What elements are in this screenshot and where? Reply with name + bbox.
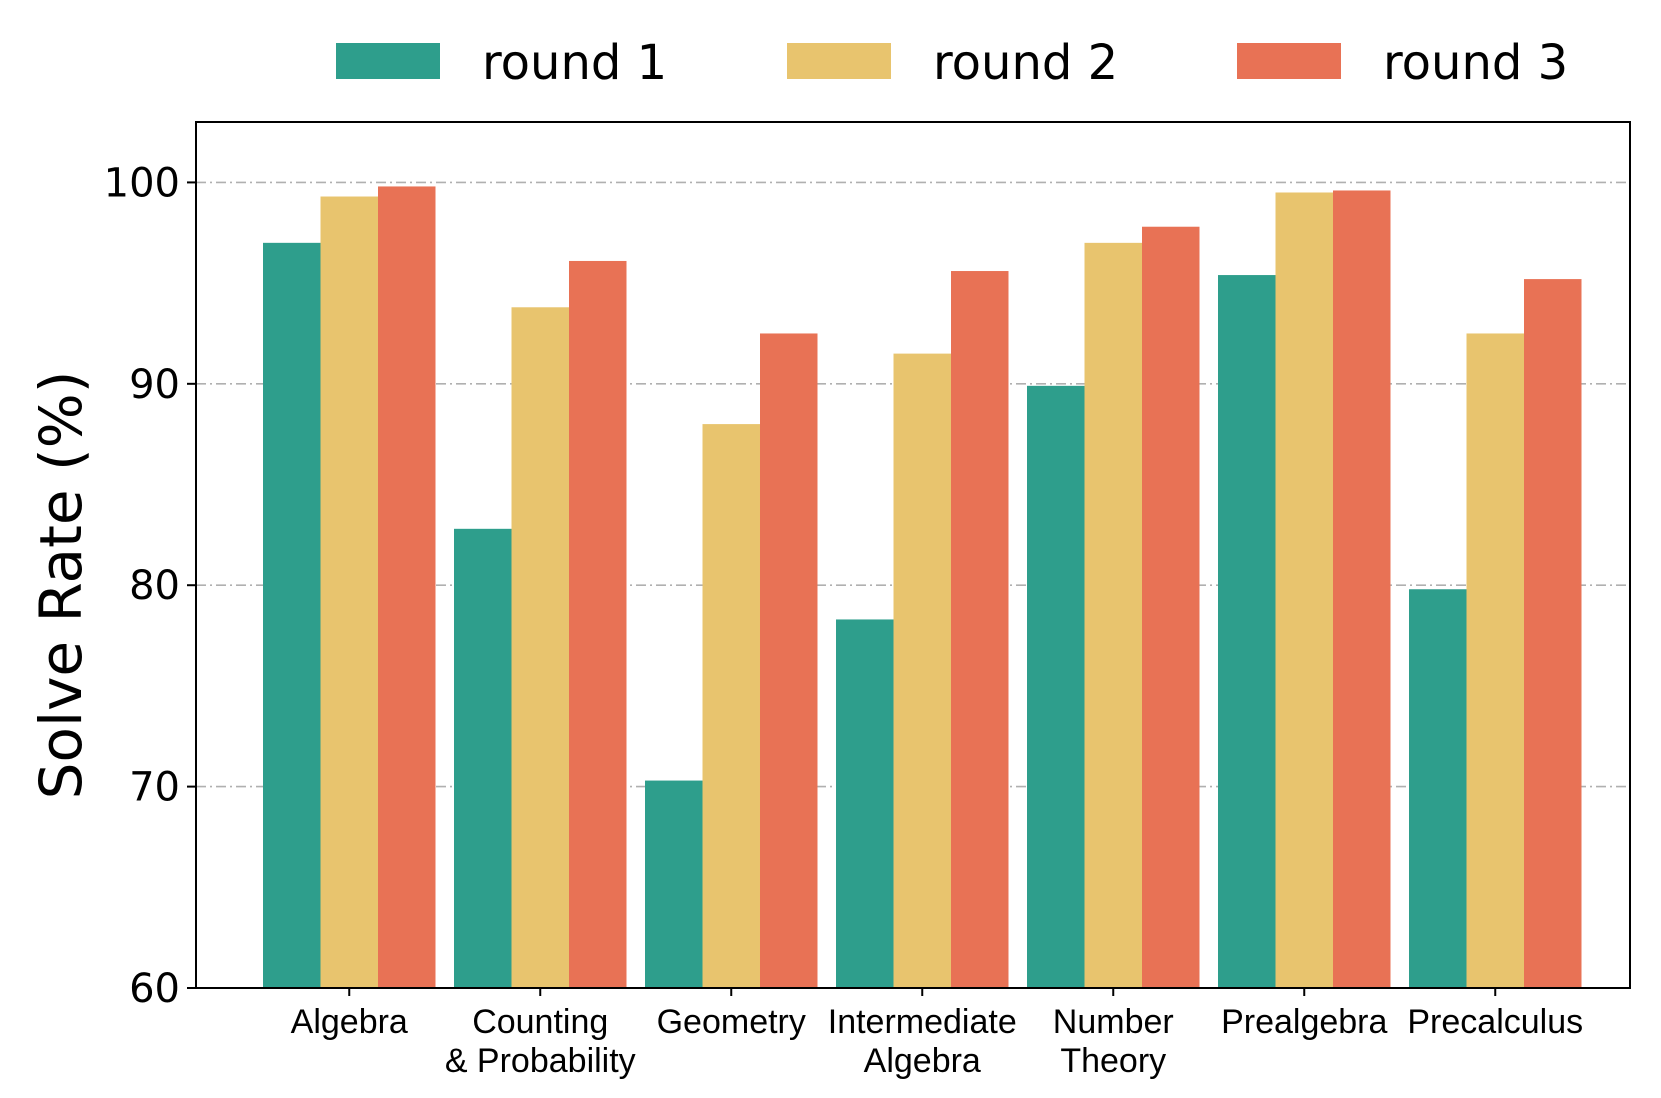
bar-round-1-6 bbox=[1409, 589, 1467, 988]
bar-round-2-0 bbox=[320, 196, 378, 988]
x-tick-label: Number bbox=[1053, 1003, 1174, 1041]
bar-round-2-4 bbox=[1084, 242, 1142, 988]
y-tick-label: 90 bbox=[129, 362, 180, 408]
bar-round-2-6 bbox=[1466, 333, 1524, 989]
y-axis-label: Solve Rate (%) bbox=[27, 371, 95, 800]
bar-round-3-5 bbox=[1333, 190, 1391, 988]
bar-round-1-3 bbox=[836, 619, 894, 988]
x-tick-label: & Probability bbox=[445, 1042, 636, 1080]
x-tick-label: Geometry bbox=[657, 1003, 806, 1041]
x-tick-label: Algebra bbox=[864, 1042, 981, 1080]
x-tick-label: Intermediate bbox=[828, 1003, 1017, 1041]
y-tick-label: 80 bbox=[129, 563, 180, 609]
x-tick-label: Algebra bbox=[291, 1003, 408, 1041]
y-axis-ticks: 60 70 80 90 100 bbox=[104, 160, 196, 1012]
x-tick-label: Theory bbox=[1060, 1042, 1166, 1080]
x-axis-ticks: Algebra Counting& Probability Geometry Inte… bbox=[291, 988, 1583, 1080]
legend-label: round 2 bbox=[933, 35, 1118, 91]
bar-round-1-4 bbox=[1027, 385, 1085, 989]
bar-round-2-3 bbox=[893, 353, 951, 989]
bar-round-1-2 bbox=[645, 780, 703, 988]
y-tick-label: 100 bbox=[104, 160, 180, 206]
legend: round 1 round 2 round 3 bbox=[336, 35, 1568, 91]
bar-round-2-5 bbox=[1275, 192, 1333, 988]
grid-lines bbox=[196, 181, 1630, 788]
bar-round-1-5 bbox=[1218, 275, 1276, 989]
legend-label: round 3 bbox=[1383, 35, 1568, 91]
bar-round-3-4 bbox=[1142, 226, 1200, 988]
bar-round-2-1 bbox=[511, 307, 569, 989]
bar-round-3-2 bbox=[760, 333, 818, 989]
legend-swatch bbox=[787, 43, 891, 79]
legend-item-round-2: round 2 bbox=[787, 35, 1118, 91]
bar-round-1-1 bbox=[454, 528, 512, 988]
legend-label: round 1 bbox=[482, 35, 667, 91]
bar-round-3-0 bbox=[378, 186, 436, 988]
bar-round-3-3 bbox=[951, 271, 1009, 988]
plot-frame bbox=[195, 121, 1631, 989]
bar-round-3-1 bbox=[569, 260, 627, 989]
bar-round-2-2 bbox=[702, 424, 760, 988]
bar-round-3-6 bbox=[1524, 279, 1582, 988]
legend-item-round-3: round 3 bbox=[1237, 35, 1568, 91]
x-tick-label: Counting bbox=[472, 1003, 608, 1041]
legend-swatch bbox=[336, 43, 440, 79]
legend-item-round-1: round 1 bbox=[336, 35, 667, 91]
x-tick-label: Prealgebra bbox=[1221, 1003, 1387, 1041]
bar-round-1-0 bbox=[263, 242, 321, 988]
bars bbox=[263, 186, 1582, 989]
y-tick-label: 60 bbox=[129, 966, 180, 1012]
y-tick-label: 70 bbox=[129, 765, 180, 811]
legend-swatch bbox=[1237, 43, 1341, 79]
x-tick-label: Precalculus bbox=[1407, 1003, 1583, 1041]
